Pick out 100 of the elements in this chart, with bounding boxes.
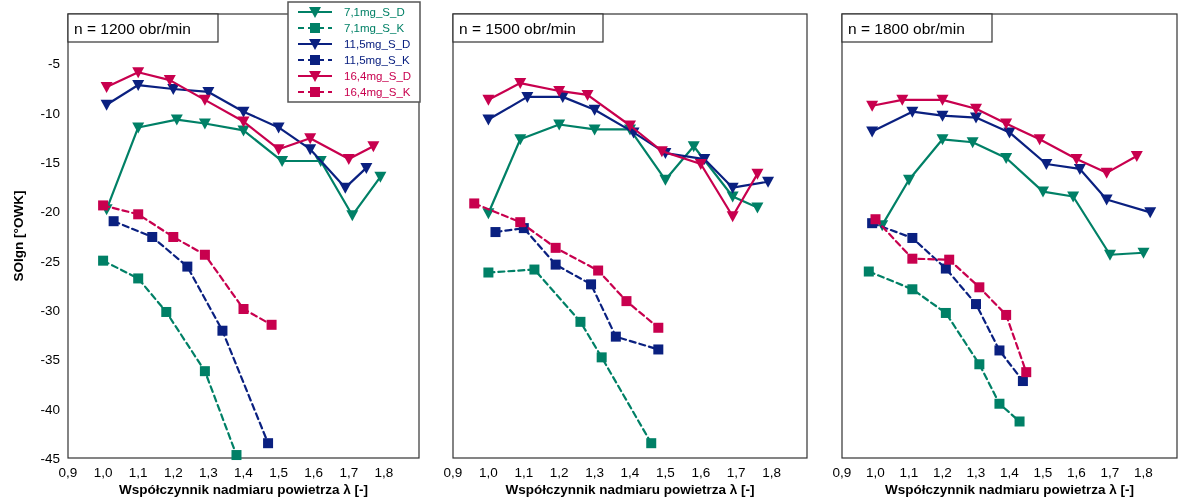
point [581,89,594,101]
y-tick-label: -40 [40,401,60,417]
point [132,67,145,79]
point [529,264,540,275]
point [974,359,985,370]
x-tick-label: 1,2 [549,465,569,480]
point [1073,163,1086,175]
point [610,331,621,342]
chart-title: n = 1500 obr/min [459,20,576,37]
point [276,156,289,168]
x-tick-label: 1,2 [163,465,183,480]
y-tick-label: -10 [40,105,60,121]
legend-label: 16,4mg_S_K [344,86,411,98]
x-axis-title: Współczynnik nadmiaru powietrza λ [-] [884,482,1135,497]
x-tick-label: 1,3 [966,465,986,480]
point [751,168,764,180]
point [936,110,949,122]
x-tick-label: 1,6 [304,465,324,480]
point [1014,416,1025,427]
y-tick-label: -35 [40,352,60,368]
point [367,141,380,153]
x-axis-title: Współczynnik nadmiaru powietrza λ [-] [505,482,755,497]
point [100,82,113,94]
x-tick-label: 1,1 [128,465,148,480]
point [217,325,228,336]
point [970,112,982,124]
x-tick-label: 1,3 [585,465,604,480]
point [342,154,355,166]
x-tick-label: 0,9 [58,465,78,480]
point [762,176,775,188]
point [170,114,183,126]
x-tick-label: 1,0 [866,465,885,480]
point [133,209,144,220]
chart-title: n = 1200 obr/min [74,20,191,37]
point [1000,153,1013,165]
point [621,296,632,307]
point [940,263,951,274]
x-tick-label: 1,2 [933,465,952,480]
point [970,103,982,115]
x-tick-label: 1,0 [93,465,113,480]
point [994,345,1005,356]
y-axis-title: SOIgn [°OWK] [11,190,26,282]
point [936,134,949,146]
point [514,78,527,90]
point [132,122,145,134]
point [168,231,179,242]
point [198,118,211,130]
point [1033,134,1046,146]
point [1144,207,1157,219]
point [98,200,109,211]
legend-label: 7,1mg_S_K [344,22,405,34]
point [272,144,285,156]
x-tick-label: 1,3 [199,465,218,480]
point [575,316,586,327]
point [199,366,210,377]
x-tick-label: 1,5 [656,465,675,480]
point [1021,367,1032,378]
point [360,162,373,174]
x-tick-label: 1,7 [339,465,359,480]
point [553,85,566,97]
point [469,198,480,209]
point [550,259,561,270]
point [490,227,501,238]
legend-label: 11,5mg_S_K [344,54,410,66]
x-tick-label: 1,8 [374,465,394,480]
point [161,306,172,317]
point [940,307,951,318]
point [863,266,874,277]
point [266,319,277,330]
point [624,120,636,132]
point [936,94,949,106]
point [907,253,918,264]
point [1100,194,1113,206]
point [588,124,601,136]
x-tick-label: 1,4 [1000,465,1020,480]
y-tick-label: -30 [40,303,60,318]
point [1137,247,1150,259]
point [521,91,534,103]
point [646,438,657,449]
point [346,210,359,222]
point [133,273,144,284]
point [896,94,909,106]
x-tick-label: 0,9 [443,465,463,480]
point [198,94,211,106]
point [971,299,981,310]
y-tick-label: -45 [40,451,60,466]
point [1001,309,1012,320]
point [726,182,739,194]
y-tick-label: -5 [47,56,60,72]
point [907,284,918,295]
chart-title: n = 1800 obr/min [848,20,965,37]
point [586,279,597,290]
point [1067,191,1080,203]
point [966,137,979,149]
x-tick-label: 1,6 [1067,465,1086,480]
point [231,450,242,461]
point [108,216,119,227]
point [1040,158,1053,170]
x-tick-label: 1,7 [1100,465,1120,480]
legend-label: 16,4mg_S_D [344,70,412,82]
